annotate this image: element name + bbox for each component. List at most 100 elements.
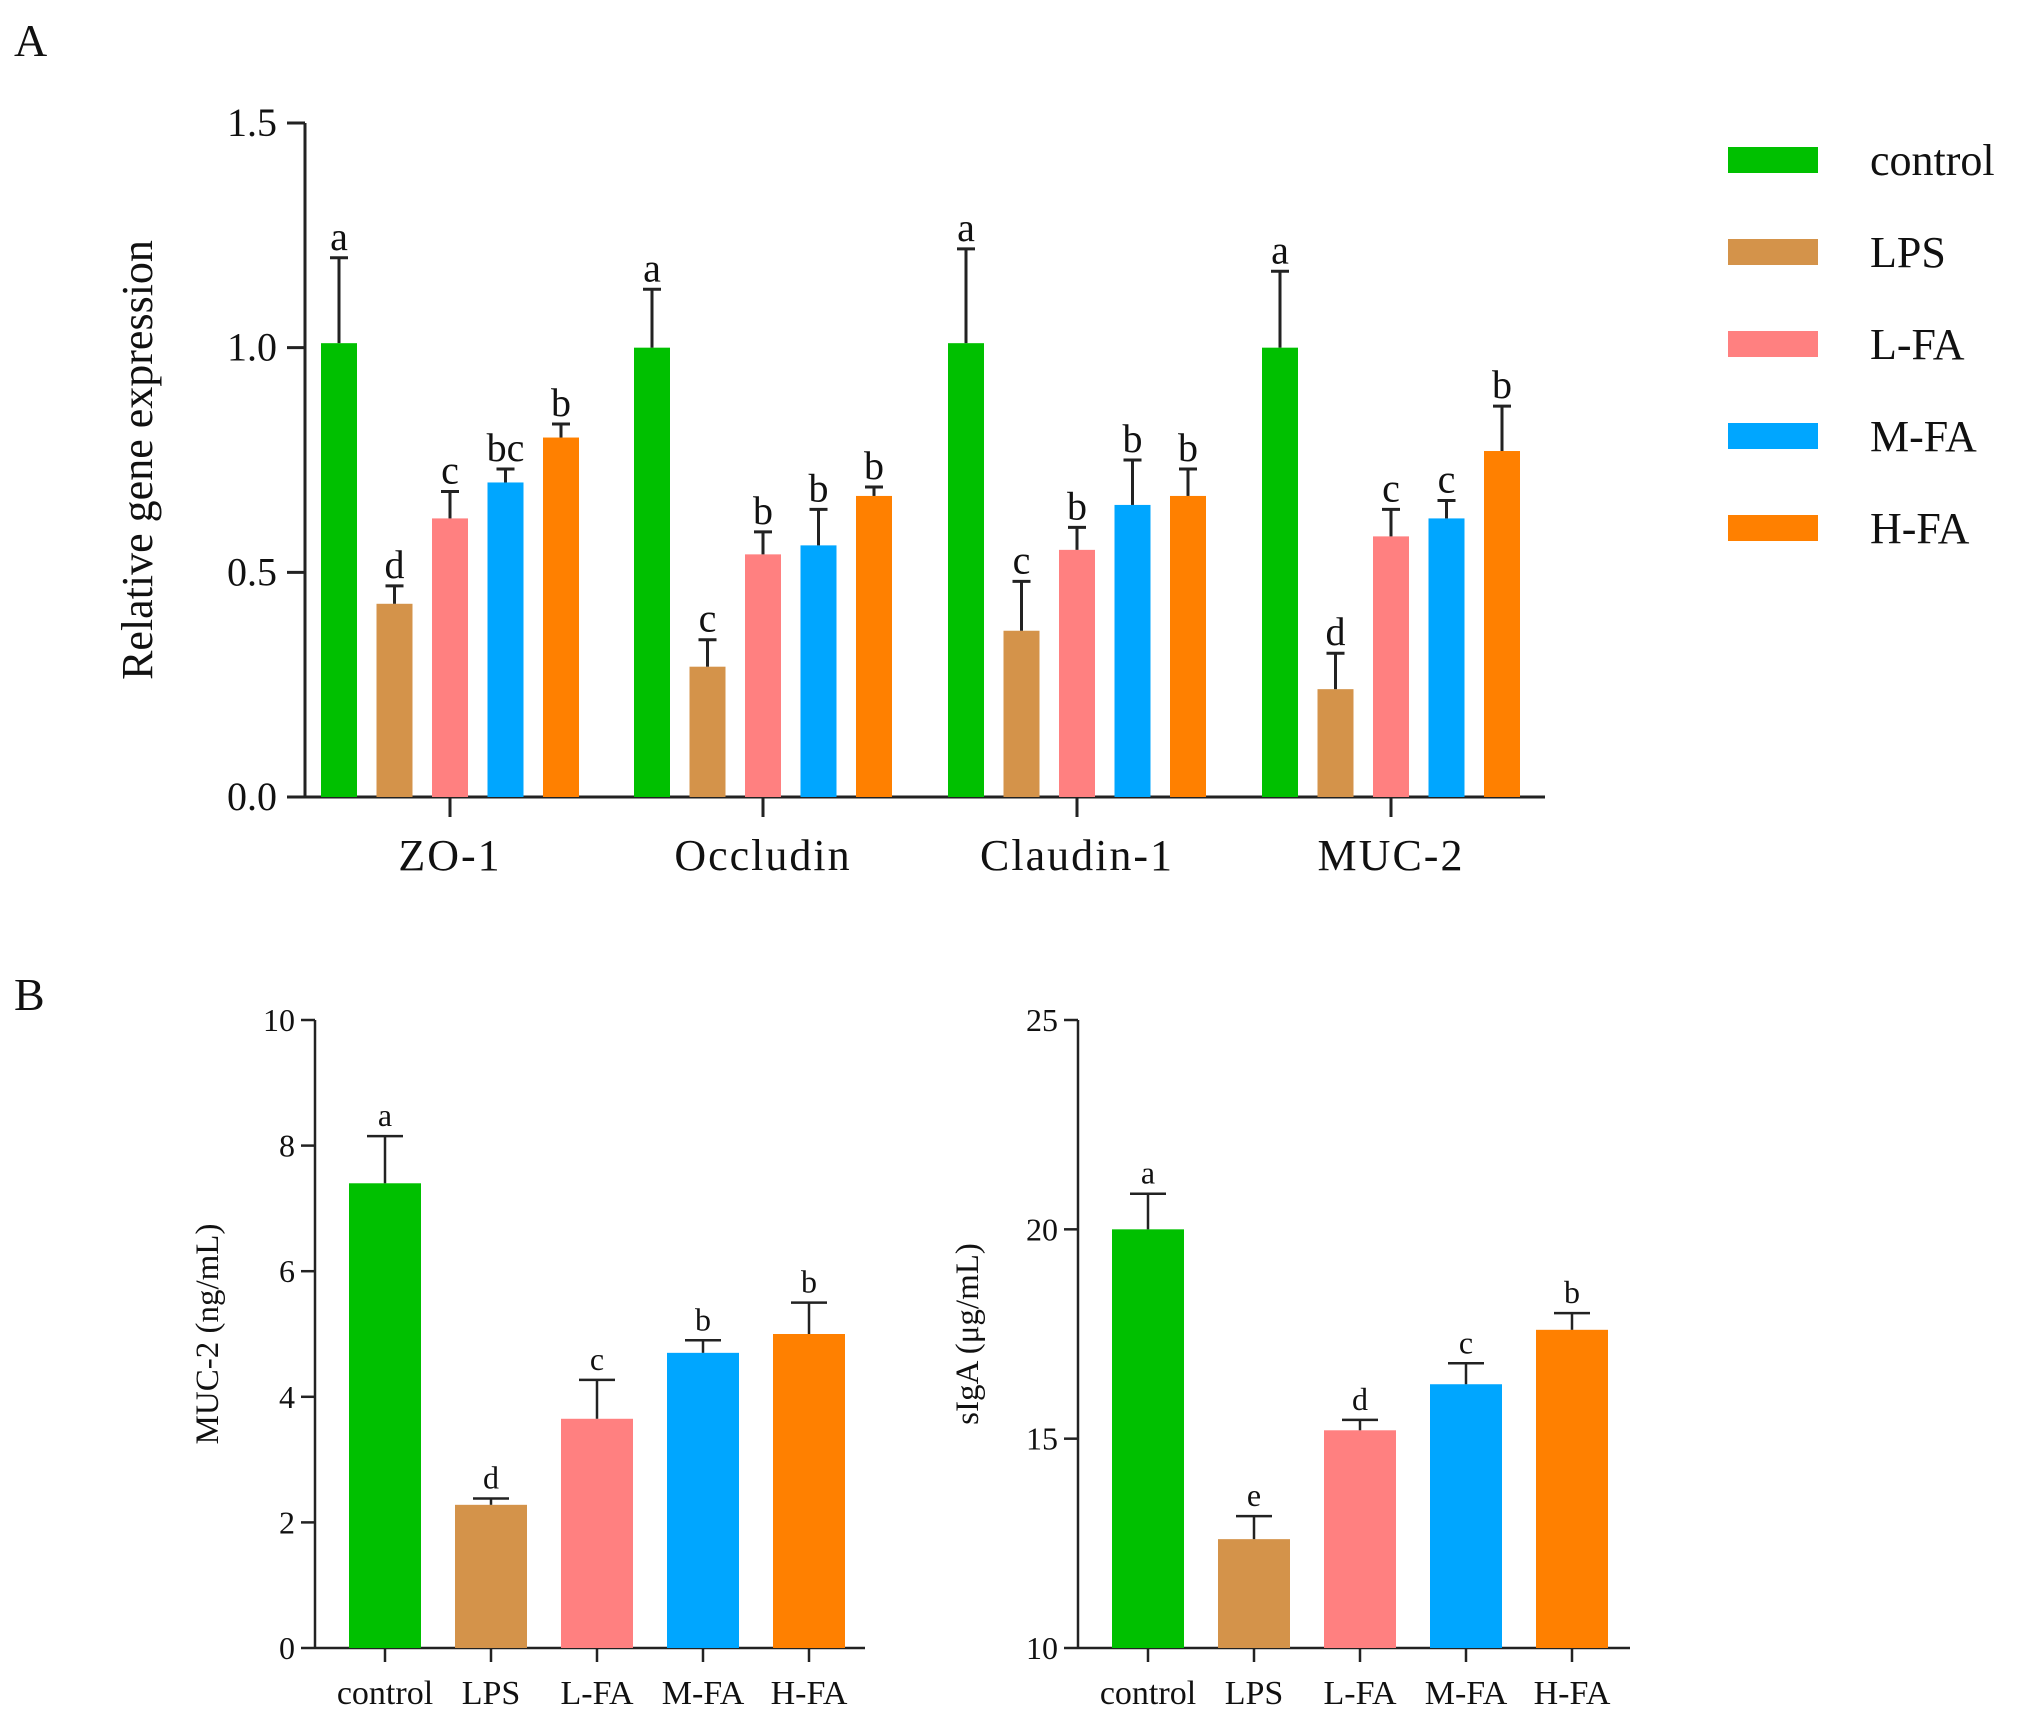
a-bar	[800, 545, 837, 797]
a-bar	[1484, 451, 1520, 797]
b1-y-tick-label: 6	[279, 1253, 295, 1289]
b2-significance-letter: a	[1141, 1155, 1155, 1191]
a-significance-letter: bc	[487, 425, 525, 470]
b2-bar	[1324, 1430, 1396, 1648]
b2-bar	[1536, 1329, 1608, 1648]
b2-y-tick-label: 10	[1026, 1630, 1058, 1666]
legend-swatch	[1728, 239, 1818, 265]
a-significance-letter: b	[551, 380, 571, 425]
b1-bar	[349, 1183, 421, 1648]
a-category-label: Occludin	[674, 831, 851, 880]
a-y-tick-label: 0.5	[227, 549, 277, 594]
b1-y-tick-label: 10	[263, 1002, 295, 1038]
a-significance-letter: d	[385, 542, 405, 587]
legend-swatch	[1728, 147, 1818, 173]
b2-category-label: H-FA	[1534, 1675, 1611, 1712]
b2-y-tick-label: 25	[1026, 1002, 1058, 1038]
b2-category-label: M-FA	[1425, 1675, 1508, 1712]
b1-significance-letter: c	[590, 1341, 604, 1377]
b1-category-label: control	[337, 1675, 433, 1712]
a-category-label: MUC-2	[1318, 831, 1465, 880]
a-y-tick-label: 1.5	[227, 100, 277, 145]
a-bar	[745, 554, 781, 797]
b1-category-label: H-FA	[771, 1675, 848, 1712]
a-bar	[689, 666, 726, 797]
a-category-label: Claudin-1	[980, 831, 1174, 880]
b1-bar	[561, 1418, 633, 1648]
b1-bar	[667, 1352, 739, 1648]
a-category-label: ZO-1	[398, 831, 501, 880]
a-significance-letter: c	[699, 596, 717, 641]
b1-significance-letter: d	[483, 1460, 499, 1496]
panel-label-a: A	[14, 15, 47, 66]
a-y-tick-label: 1.0	[227, 325, 277, 370]
a-significance-letter: c	[1382, 465, 1400, 510]
b2-category-label: L-FA	[1323, 1675, 1396, 1712]
legend-label: H-FA	[1870, 504, 1970, 553]
b1-y-tick-label: 8	[279, 1128, 295, 1164]
a-significance-letter: a	[1271, 227, 1289, 272]
b2-category-label: control	[1100, 1675, 1196, 1712]
a-bar	[634, 347, 670, 797]
a-significance-letter: b	[864, 443, 884, 488]
b2-category-label: LPS	[1225, 1675, 1284, 1712]
b2-y-axis-title: sIgA (μg/mL)	[950, 1243, 986, 1425]
a-bar	[856, 495, 892, 797]
a-significance-letter: a	[957, 205, 975, 250]
b1-category-label: LPS	[462, 1675, 521, 1712]
b1-bar	[455, 1504, 527, 1648]
a-significance-letter: b	[753, 488, 773, 533]
a-bar	[1317, 689, 1354, 797]
b2-significance-letter: c	[1459, 1324, 1473, 1360]
b2-significance-letter: d	[1352, 1381, 1368, 1417]
b1-bar	[773, 1334, 845, 1648]
a-bar	[543, 437, 579, 797]
a-bar	[321, 343, 357, 797]
a-bar	[1262, 347, 1298, 797]
b2-y-tick-label: 15	[1026, 1421, 1058, 1457]
legend-swatch	[1728, 331, 1818, 357]
a-significance-letter: a	[643, 245, 661, 290]
a-bar	[432, 518, 468, 797]
a-bar	[1373, 536, 1409, 797]
a-bar	[1170, 495, 1206, 797]
a-bar	[1428, 518, 1465, 797]
a-bar	[376, 603, 413, 797]
a-y-tick-label: 0.0	[227, 774, 277, 819]
b1-y-axis-title: MUC-2 (ng/mL)	[190, 1224, 226, 1445]
b2-bar	[1430, 1384, 1502, 1648]
a-significance-letter: b	[1123, 416, 1143, 461]
b2-significance-letter: b	[1564, 1274, 1580, 1310]
legend-swatch	[1728, 515, 1818, 541]
b1-significance-letter: b	[695, 1301, 711, 1337]
b1-category-label: L-FA	[560, 1675, 633, 1712]
a-bar	[1059, 549, 1095, 797]
b1-significance-letter: b	[801, 1264, 817, 1300]
legend-label: M-FA	[1870, 412, 1977, 461]
b1-y-tick-label: 0	[279, 1630, 295, 1666]
a-bar	[1003, 630, 1040, 797]
panel-label-b: B	[14, 969, 45, 1020]
a-bar	[948, 343, 984, 797]
b2-significance-letter: e	[1247, 1477, 1261, 1513]
a-bar	[1114, 504, 1151, 797]
legend-swatch	[1728, 423, 1818, 449]
a-significance-letter: b	[809, 465, 829, 510]
a-significance-letter: b	[1178, 425, 1198, 470]
b2-bar	[1218, 1539, 1290, 1648]
a-y-axis-title: Relative gene expression	[113, 240, 162, 680]
legend-label: control	[1870, 136, 1995, 185]
b1-significance-letter: a	[378, 1097, 392, 1133]
legend-label: L-FA	[1870, 320, 1965, 369]
b1-category-label: M-FA	[662, 1675, 745, 1712]
a-significance-letter: b	[1067, 483, 1087, 528]
a-bar	[487, 482, 524, 797]
b2-y-tick-label: 20	[1026, 1211, 1058, 1247]
a-significance-letter: c	[1438, 456, 1456, 501]
b1-y-tick-label: 2	[279, 1504, 295, 1540]
legend-label: LPS	[1870, 228, 1946, 277]
b1-y-tick-label: 4	[279, 1379, 295, 1415]
a-significance-letter: d	[1326, 609, 1346, 654]
a-significance-letter: b	[1492, 362, 1512, 407]
a-significance-letter: c	[1013, 537, 1031, 582]
